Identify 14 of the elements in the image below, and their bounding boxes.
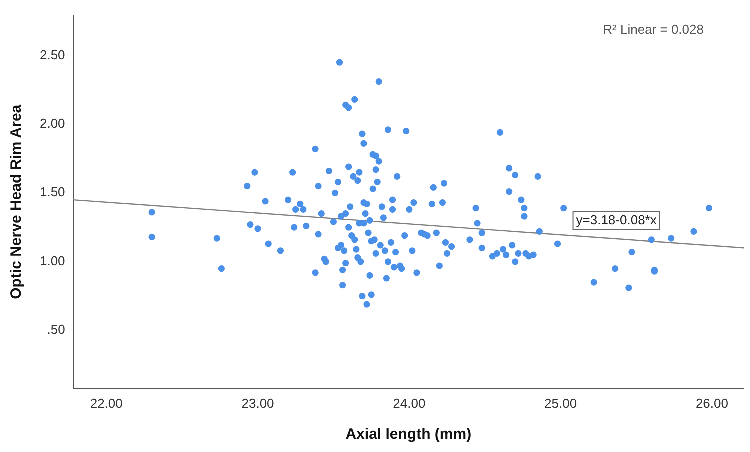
y-tick-label: 2.00 — [40, 116, 66, 131]
x-axis-title: Axial length (mm) — [346, 426, 472, 444]
annotation: R² Linear = 0.028 — [603, 22, 704, 37]
y-axis-title: Optic Nerve Head Rim Area — [8, 104, 26, 300]
y-tick-label: 2.50 — [40, 47, 66, 62]
y-tick-label: 1.00 — [40, 253, 66, 268]
x-tick-label: 22.00 — [90, 396, 123, 411]
annotation: y=3.18-0.08*x — [576, 212, 658, 228]
y-tick-label: .50 — [47, 322, 66, 338]
x-tick-label: 26.00 — [696, 396, 728, 411]
x-tick-label: 23.00 — [242, 396, 274, 411]
y-tick-label: 1.50 — [40, 184, 66, 200]
x-tick-label: 25.00 — [544, 396, 578, 411]
x-tick-label: 24.00 — [393, 396, 426, 411]
